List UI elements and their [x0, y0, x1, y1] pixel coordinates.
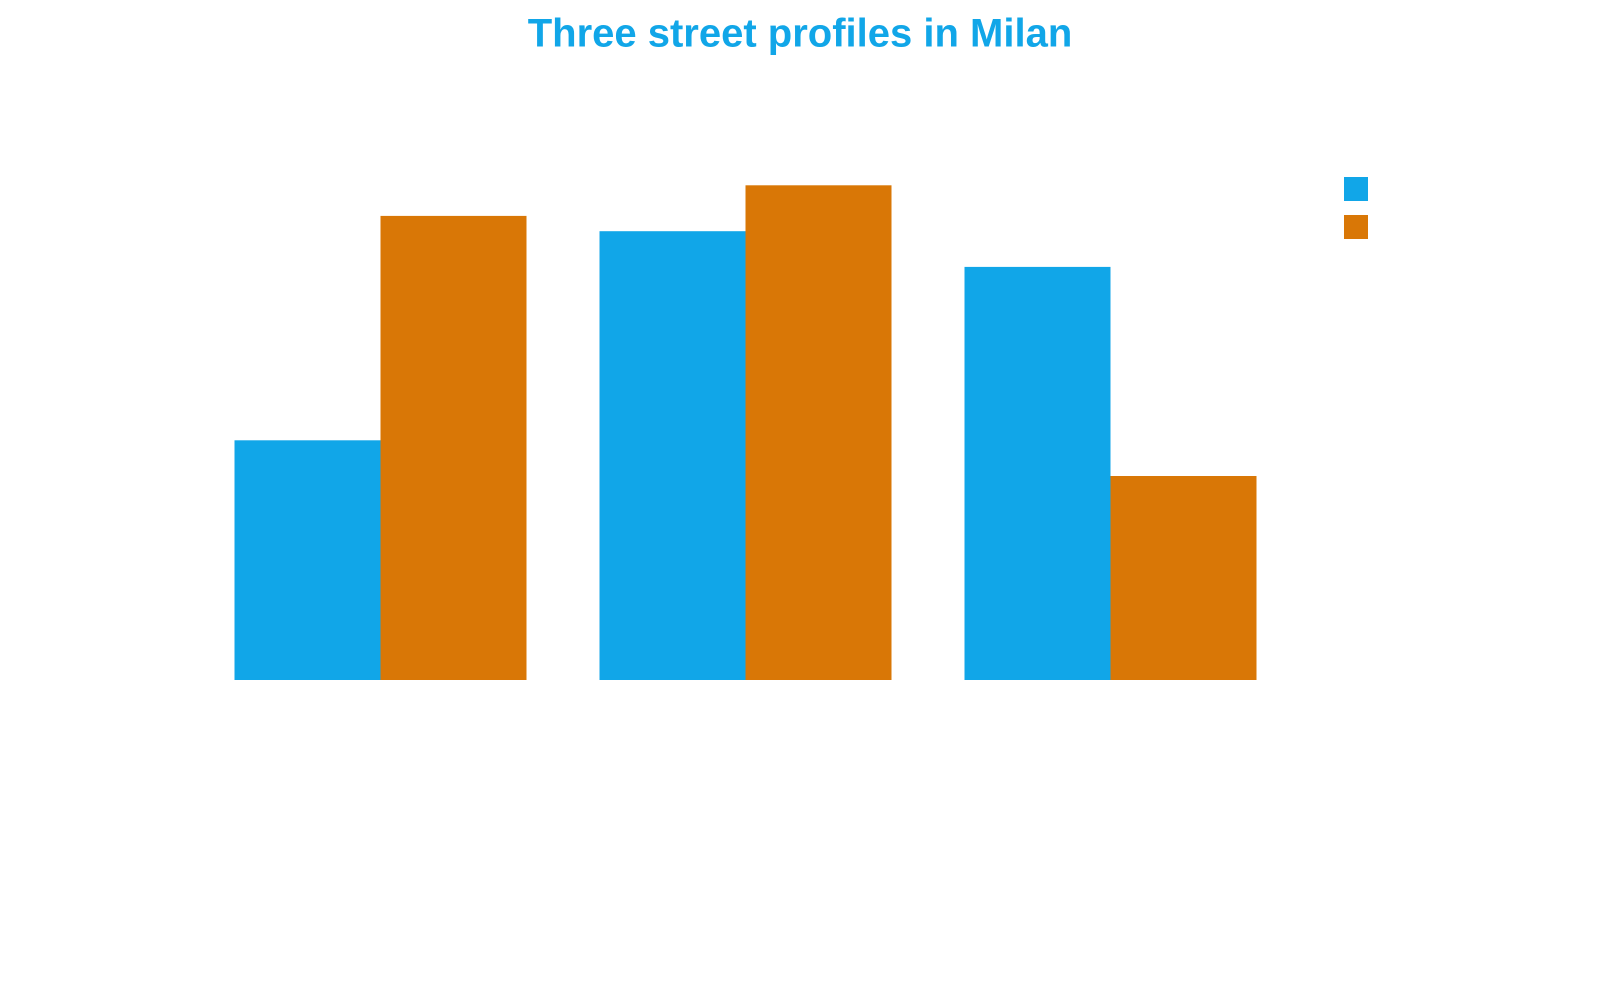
- bar: [1110, 476, 1257, 680]
- chart-title: Three street profiles in Milan: [528, 12, 1073, 56]
- legend-swatch: [1344, 177, 1368, 201]
- bar: [599, 231, 746, 680]
- legend-swatch: [1344, 215, 1368, 239]
- bar: [234, 440, 381, 680]
- bar: [964, 266, 1111, 680]
- bar: [745, 185, 892, 681]
- bar: [380, 215, 527, 680]
